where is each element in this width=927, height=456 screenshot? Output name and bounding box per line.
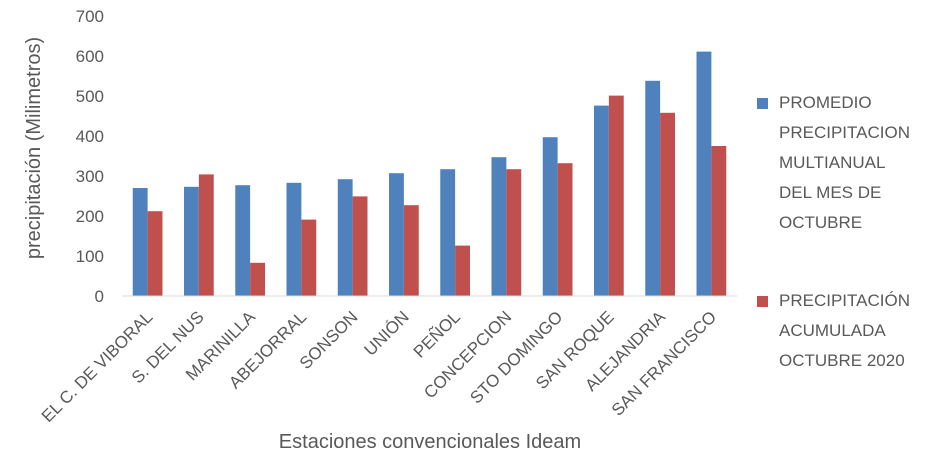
bar-series-2-2 (250, 262, 265, 296)
y-axis-ticks: 0 100 200 300 400 500 600 700 (76, 7, 104, 306)
y-tick-label: 300 (76, 167, 104, 186)
bar-series-1-5 (389, 173, 404, 296)
legend-label-line: PROMEDIO (779, 93, 872, 112)
legend-label-line: OCTUBRE 2020 (779, 351, 905, 370)
bars (132, 51, 727, 296)
x-axis-title: Estaciones convencionales Ideam (279, 431, 581, 453)
legend-swatch-series-1 (757, 98, 768, 109)
legend-label-line: PRECIPITACIÓN (779, 291, 910, 310)
legend-label-line: ACUMULADA (779, 321, 886, 340)
bar-series-2-9 (608, 95, 624, 296)
bar-series-1-0 (132, 188, 148, 296)
legend-label-line: PRECIPITACION (779, 123, 910, 142)
legend-label-line: MULTIANUAL (779, 153, 886, 172)
x-tick-label: STO DOMINGO (466, 307, 566, 407)
legend-item-series-1: PROMEDIO PRECIPITACION MULTIANUAL DEL ME… (757, 88, 925, 238)
legend-item-series-2: PRECIPITACIÓN ACUMULADA OCTUBRE 2020 (757, 286, 925, 376)
legend-label-line: OCTUBRE (779, 213, 863, 232)
bar-series-2-7 (506, 169, 522, 296)
bar-series-1-10 (645, 80, 661, 296)
bar-series-1-1 (184, 186, 199, 296)
bar-series-2-8 (557, 163, 573, 296)
bar-series-2-5 (403, 205, 419, 296)
bar-series-1-4 (337, 179, 353, 296)
bar-series-2-10 (660, 112, 675, 296)
legend-label-line: DEL MES DE (779, 183, 882, 202)
x-tick-label: UNIÓN (361, 307, 413, 359)
bar-series-1-11 (696, 51, 712, 296)
y-tick-label: 0 (95, 287, 104, 306)
bar-series-2-0 (147, 211, 163, 296)
y-tick-label: 700 (76, 7, 104, 26)
bar-series-2-3 (301, 219, 317, 296)
y-tick-label: 600 (76, 47, 104, 66)
bar-series-1-2 (235, 185, 251, 296)
bar-series-1-8 (542, 137, 558, 296)
bar-series-2-4 (352, 196, 368, 296)
bar-series-1-6 (440, 169, 456, 296)
y-tick-label: 100 (76, 247, 104, 266)
x-tick-label: CONCEPCION (420, 307, 515, 402)
y-tick-label: 400 (76, 127, 104, 146)
bar-series-1-9 (594, 105, 609, 296)
bar-series-2-11 (711, 146, 727, 296)
legend: PROMEDIO PRECIPITACION MULTIANUAL DEL ME… (757, 88, 925, 376)
y-tick-label: 200 (76, 207, 104, 226)
legend-swatch-series-2 (757, 296, 768, 307)
y-axis-title: precipitación (Milimetros) (23, 37, 45, 259)
bar-series-2-1 (198, 174, 214, 296)
bar-series-2-6 (455, 245, 470, 296)
y-tick-label: 500 (76, 87, 104, 106)
bar-series-1-3 (286, 182, 302, 296)
bar-series-1-7 (491, 157, 507, 296)
